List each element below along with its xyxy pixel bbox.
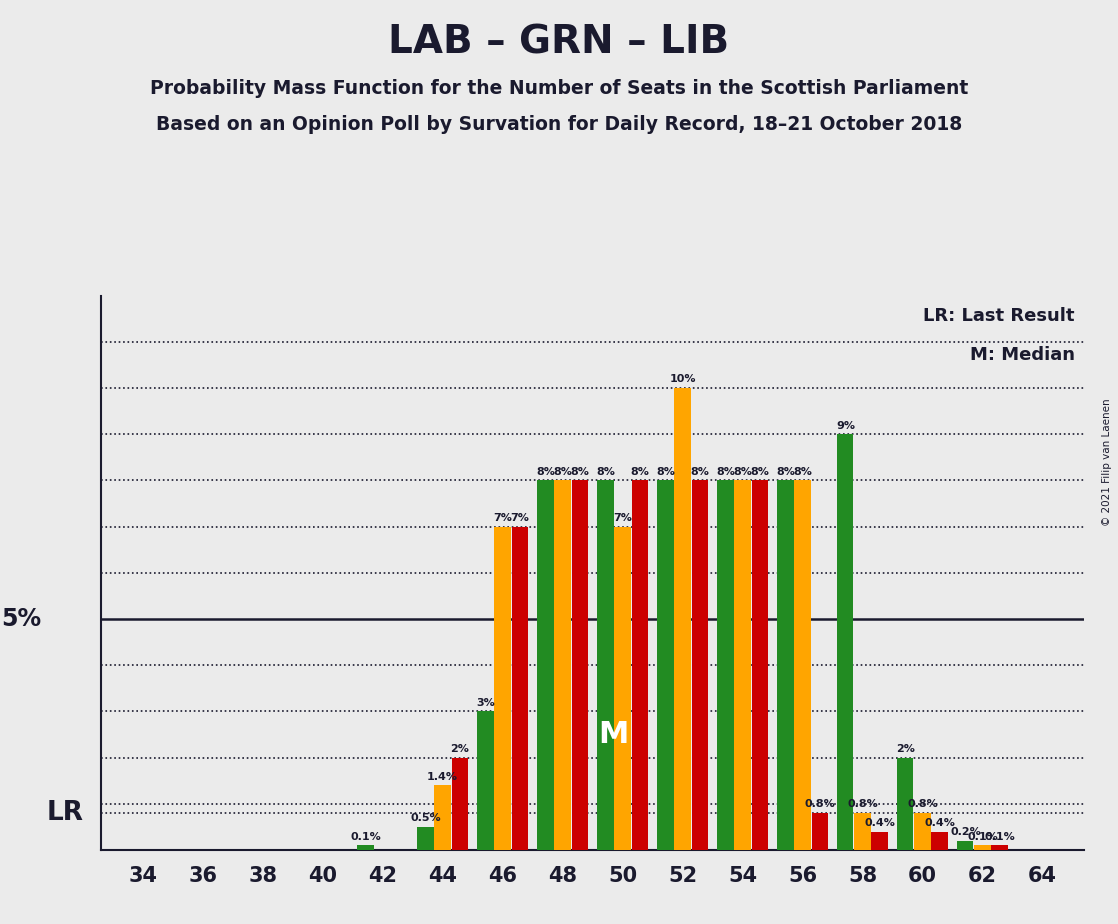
Bar bbox=[898, 758, 913, 850]
Bar bbox=[751, 480, 768, 850]
Bar bbox=[777, 480, 794, 850]
Bar bbox=[931, 832, 948, 850]
Text: 0.8%: 0.8% bbox=[907, 799, 938, 809]
Bar bbox=[571, 480, 588, 850]
Text: 0.4%: 0.4% bbox=[925, 818, 955, 828]
Bar bbox=[657, 480, 673, 850]
Text: 9%: 9% bbox=[836, 420, 855, 431]
Text: 3%: 3% bbox=[476, 698, 495, 708]
Text: 8%: 8% bbox=[596, 467, 615, 477]
Text: 7%: 7% bbox=[613, 513, 632, 523]
Text: 7%: 7% bbox=[510, 513, 529, 523]
Text: 2%: 2% bbox=[451, 744, 470, 754]
Bar bbox=[812, 813, 827, 850]
Text: 10%: 10% bbox=[670, 374, 695, 384]
Text: 8%: 8% bbox=[536, 467, 555, 477]
Text: 0.4%: 0.4% bbox=[864, 818, 896, 828]
Bar bbox=[975, 845, 991, 850]
Text: 8%: 8% bbox=[553, 467, 572, 477]
Text: 7%: 7% bbox=[493, 513, 512, 523]
Bar bbox=[358, 845, 373, 850]
Bar bbox=[915, 813, 930, 850]
Bar bbox=[957, 841, 974, 850]
Text: Based on an Opinion Poll by Survation for Daily Record, 18–21 October 2018: Based on an Opinion Poll by Survation fo… bbox=[155, 116, 963, 135]
Text: LR: LR bbox=[47, 800, 84, 826]
Bar bbox=[674, 388, 691, 850]
Text: Probability Mass Function for the Number of Seats in the Scottish Parliament: Probability Mass Function for the Number… bbox=[150, 79, 968, 98]
Text: LR: Last Result: LR: Last Result bbox=[923, 307, 1074, 324]
Text: 0.1%: 0.1% bbox=[350, 832, 381, 842]
Text: 0.8%: 0.8% bbox=[847, 799, 878, 809]
Bar bbox=[692, 480, 708, 850]
Text: 8%: 8% bbox=[776, 467, 795, 477]
Bar bbox=[615, 527, 631, 850]
Text: 0.2%: 0.2% bbox=[950, 827, 980, 837]
Text: 0.5%: 0.5% bbox=[410, 813, 440, 823]
Bar bbox=[555, 480, 570, 850]
Text: 0.1%: 0.1% bbox=[984, 832, 1015, 842]
Bar bbox=[718, 480, 733, 850]
Bar bbox=[597, 480, 614, 850]
Bar bbox=[837, 434, 853, 850]
Bar bbox=[494, 527, 511, 850]
Bar bbox=[452, 758, 467, 850]
Bar bbox=[435, 785, 451, 850]
Text: © 2021 Filip van Laenen: © 2021 Filip van Laenen bbox=[1102, 398, 1112, 526]
Text: 2%: 2% bbox=[896, 744, 915, 754]
Bar bbox=[872, 832, 888, 850]
Bar bbox=[795, 480, 811, 850]
Bar bbox=[632, 480, 647, 850]
Text: 8%: 8% bbox=[631, 467, 650, 477]
Text: 8%: 8% bbox=[656, 467, 675, 477]
Bar bbox=[538, 480, 553, 850]
Text: 8%: 8% bbox=[690, 467, 709, 477]
Bar bbox=[992, 845, 1007, 850]
Text: 1.4%: 1.4% bbox=[427, 772, 458, 782]
Text: 8%: 8% bbox=[750, 467, 769, 477]
Bar bbox=[417, 827, 434, 850]
Text: 0.8%: 0.8% bbox=[804, 799, 835, 809]
Text: LAB – GRN – LIB: LAB – GRN – LIB bbox=[388, 23, 730, 61]
Text: 8%: 8% bbox=[716, 467, 735, 477]
Bar bbox=[854, 813, 871, 850]
Bar bbox=[477, 711, 493, 850]
Text: M: M bbox=[598, 720, 628, 749]
Text: 8%: 8% bbox=[570, 467, 589, 477]
Text: 0.1%: 0.1% bbox=[967, 832, 998, 842]
Bar bbox=[735, 480, 750, 850]
Text: 8%: 8% bbox=[793, 467, 812, 477]
Text: M: Median: M: Median bbox=[969, 346, 1074, 363]
Bar bbox=[512, 527, 528, 850]
Text: 8%: 8% bbox=[733, 467, 752, 477]
Text: 5%: 5% bbox=[1, 607, 41, 631]
